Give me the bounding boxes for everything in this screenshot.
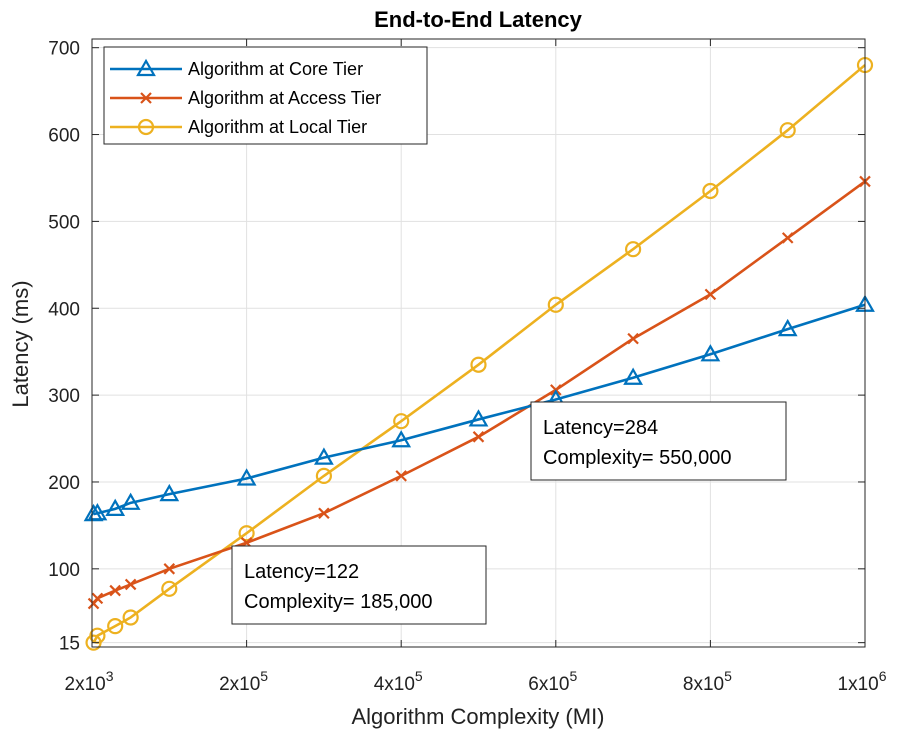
data-point — [704, 288, 717, 301]
y-tick-label: 700 — [48, 39, 80, 60]
data-point — [627, 332, 639, 345]
annotation-box: Latency=284 Complexity= 550,000 — [530, 401, 787, 481]
data-point — [238, 525, 255, 542]
x-tick-label: 2x105 — [219, 668, 268, 695]
data-point — [318, 507, 330, 520]
legend-label: Algorithm at Local Tier — [188, 117, 367, 137]
x-tick-label: 4x105 — [374, 668, 423, 695]
data-point — [781, 232, 794, 244]
data-point — [159, 483, 180, 502]
legend-label: Algorithm at Access Tier — [188, 88, 381, 108]
data-point — [314, 447, 334, 465]
data-point — [472, 431, 485, 443]
data-point — [87, 503, 108, 521]
data-point — [120, 492, 141, 510]
tick-labels: 2x103 2x105 4x105 6x105 8x105 1x106 15 100 200 30… — [48, 39, 886, 695]
data-point — [124, 578, 137, 591]
data-point — [315, 467, 332, 484]
y-axis-label: Latency (ms) — [8, 280, 33, 407]
series-line — [93, 303, 866, 516]
chart-title: End-to-End Latency — [374, 7, 583, 32]
x-tick-label: 6x105 — [528, 668, 577, 695]
y-tick-label: 300 — [48, 386, 80, 407]
x-tick-label: 8x105 — [683, 668, 732, 695]
data-point — [105, 498, 126, 516]
data-point — [623, 367, 643, 385]
tick-marks — [91, 39, 866, 647]
legend-marker — [140, 92, 152, 104]
data-point — [779, 122, 796, 139]
data-point — [391, 430, 412, 448]
data-point — [624, 241, 642, 258]
data-point — [122, 609, 139, 626]
annotation-latency: Latency=122 — [244, 561, 359, 583]
data-point — [702, 182, 719, 200]
x-tick-label: 1x106 — [838, 668, 887, 695]
data-point — [395, 470, 407, 482]
x-tick-label: 2x103 — [65, 668, 114, 695]
x-axis-label: Algorithm Complexity (MI) — [351, 704, 604, 729]
y-tick-label: 500 — [48, 212, 80, 233]
data-point — [161, 580, 178, 597]
annotation-complexity: Complexity= 550,000 — [543, 447, 731, 469]
data-point — [163, 563, 176, 575]
plot-frame — [91, 38, 866, 648]
data-point — [468, 409, 489, 427]
data-point — [470, 356, 487, 373]
data-point — [109, 584, 121, 597]
annotation-frame — [530, 401, 787, 481]
series-algorithm-at-access-tier — [87, 175, 871, 610]
y-tick-label: 200 — [48, 473, 80, 494]
series-line — [92, 180, 866, 605]
annotation-frame — [231, 545, 487, 625]
y-tick-label: 15 — [59, 634, 80, 655]
data-point — [236, 468, 257, 486]
data-point — [547, 296, 564, 313]
y-tick-label: 100 — [48, 560, 80, 581]
data-point — [393, 413, 410, 430]
data-point — [777, 318, 798, 337]
series-algorithm-at-core-tier — [83, 294, 875, 522]
annotation-latency: Latency=284 — [543, 417, 658, 439]
legend-marker — [136, 58, 156, 77]
legend-label: Algorithm at Core Tier — [188, 59, 363, 79]
y-tick-label: 400 — [48, 299, 80, 320]
legend-marker — [137, 118, 155, 136]
y-tick-label: 600 — [48, 126, 80, 147]
annotation-complexity: Complexity= 185,000 — [244, 591, 432, 613]
data-point — [700, 344, 721, 362]
series-layer — [83, 56, 875, 651]
data-point — [107, 618, 124, 635]
annotation-box: Latency=122 Complexity= 185,000 — [231, 545, 487, 625]
legend: Algorithm at Core Tier Algorithm at Acces… — [103, 46, 428, 145]
annotations: Latency=122 Complexity= 185,000 Latency=28… — [231, 401, 787, 625]
data-point — [91, 592, 104, 605]
